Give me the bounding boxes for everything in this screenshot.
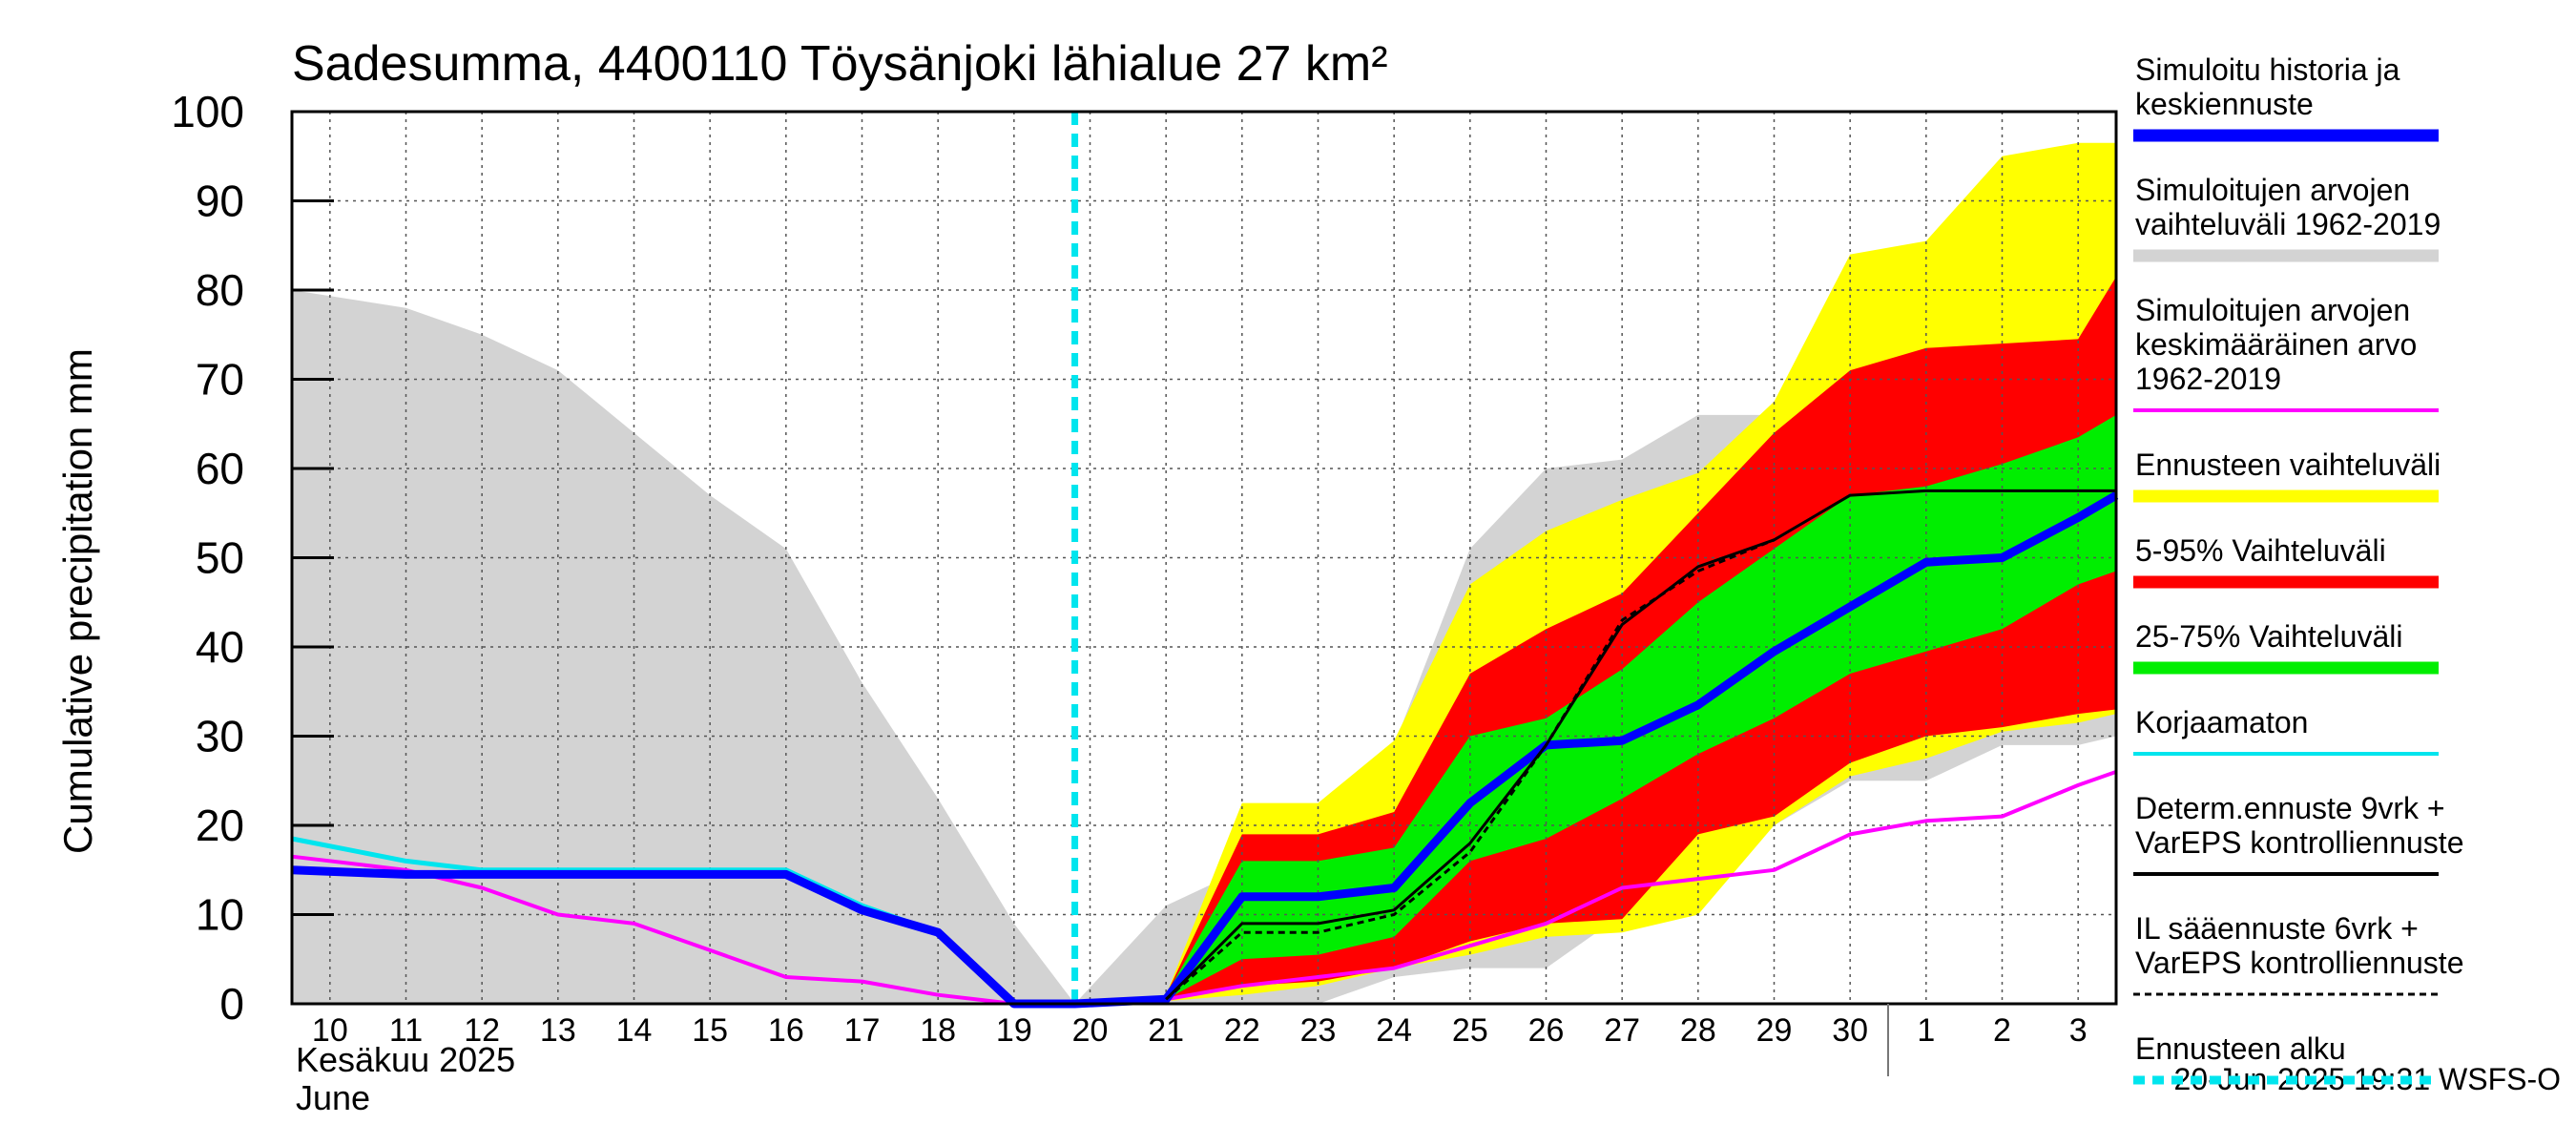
y-tick-label: 0 xyxy=(219,979,244,1029)
x-tick-label: 29 xyxy=(1756,1012,1793,1049)
il-forecast-line xyxy=(1165,538,1776,1001)
x-tick-label: 18 xyxy=(920,1012,956,1049)
legend-label: IL sääennuste 6vrk + xyxy=(2135,911,2419,946)
legend-label: keskimääräinen arvo xyxy=(2135,327,2417,362)
plot-bands xyxy=(292,142,2116,1005)
x-tick-label: 27 xyxy=(1604,1012,1640,1049)
legend-label: VarEPS kontrolliennuste xyxy=(2135,946,2463,980)
y-tick-label: 70 xyxy=(196,355,244,405)
legend-label: 1962-2019 xyxy=(2135,362,2281,396)
x-tick-label: 23 xyxy=(1300,1012,1337,1049)
legend-label: Ennusteen vaihteluväli xyxy=(2135,448,2441,482)
p25-75-band xyxy=(1166,414,2116,1000)
x-tick-label: 13 xyxy=(540,1012,576,1049)
legend-label: Simuloitujen arvojen xyxy=(2135,173,2410,207)
x-tick-label: 10 xyxy=(312,1012,348,1049)
x-tick-label: 15 xyxy=(692,1012,728,1049)
legend-label: Ennusteen alku xyxy=(2135,1031,2346,1066)
y-tick-label: 30 xyxy=(196,712,244,761)
legend-label: 5-95% Vaihteluväli xyxy=(2135,533,2386,568)
x-tick-label: 26 xyxy=(1528,1012,1565,1049)
x-tick-label: 1 xyxy=(1917,1012,1935,1049)
legend-label: 25-75% Vaihteluväli xyxy=(2135,619,2402,654)
x-tick-label: 22 xyxy=(1224,1012,1260,1049)
legend-label: Simuloitujen arvojen xyxy=(2135,293,2410,327)
legend-label: Simuloitu historia ja xyxy=(2135,52,2400,87)
legend-label: Korjaamaton xyxy=(2135,705,2308,739)
x-tick-label: 2 xyxy=(1993,1012,2011,1049)
x-tick-label: 3 xyxy=(2069,1012,2088,1049)
x-tick-label: 17 xyxy=(844,1012,881,1049)
plot-grid xyxy=(292,112,2116,1004)
y-tick-label: 40 xyxy=(196,622,244,672)
ensemble-range-band xyxy=(1166,142,2116,1002)
legend-label: vaihteluväli 1962-2019 xyxy=(2135,207,2441,241)
plot-lines xyxy=(291,112,2119,1009)
y-tick-label: 50 xyxy=(196,533,244,583)
y-tick-label: 100 xyxy=(171,87,244,136)
x-tick-label: 11 xyxy=(389,1012,423,1049)
y-tick-label: 80 xyxy=(196,265,244,315)
x-tick-label: 19 xyxy=(996,1012,1032,1049)
chart-title: Sadesumma, 4400110 Töysänjoki lähialue 2… xyxy=(292,36,1388,92)
x-tick-label: 21 xyxy=(1148,1012,1184,1049)
x-tick-label: 14 xyxy=(616,1012,653,1049)
x-tick-label: 28 xyxy=(1680,1012,1716,1049)
y-tick-label: 60 xyxy=(196,444,244,493)
legend-label: Determ.ennuste 9vrk + xyxy=(2135,791,2445,825)
y-tick-label: 90 xyxy=(196,177,244,226)
legend-label: keskiennuste xyxy=(2135,87,2314,121)
x-tick-label: 30 xyxy=(1832,1012,1868,1049)
mean-history-line xyxy=(291,770,2117,1006)
x-tick-label: 24 xyxy=(1376,1012,1412,1049)
p5-95-band xyxy=(1166,277,2116,1000)
y-axis-label: Cumulative precipitation mm xyxy=(55,348,100,854)
month-label: Kesäkuu 2025 xyxy=(296,1040,515,1079)
y-tick-label: 20 xyxy=(196,801,244,850)
x-tick-label: 12 xyxy=(464,1012,500,1049)
month-label-en: June xyxy=(296,1078,370,1117)
x-tick-label: 25 xyxy=(1452,1012,1488,1049)
legend-label: VarEPS kontrolliennuste xyxy=(2135,825,2463,860)
x-tick-label: 20 xyxy=(1072,1012,1109,1049)
y-tick-label: 10 xyxy=(196,890,244,940)
x-tick-label: 16 xyxy=(768,1012,804,1049)
simulated-forecast-line xyxy=(291,491,2119,1009)
